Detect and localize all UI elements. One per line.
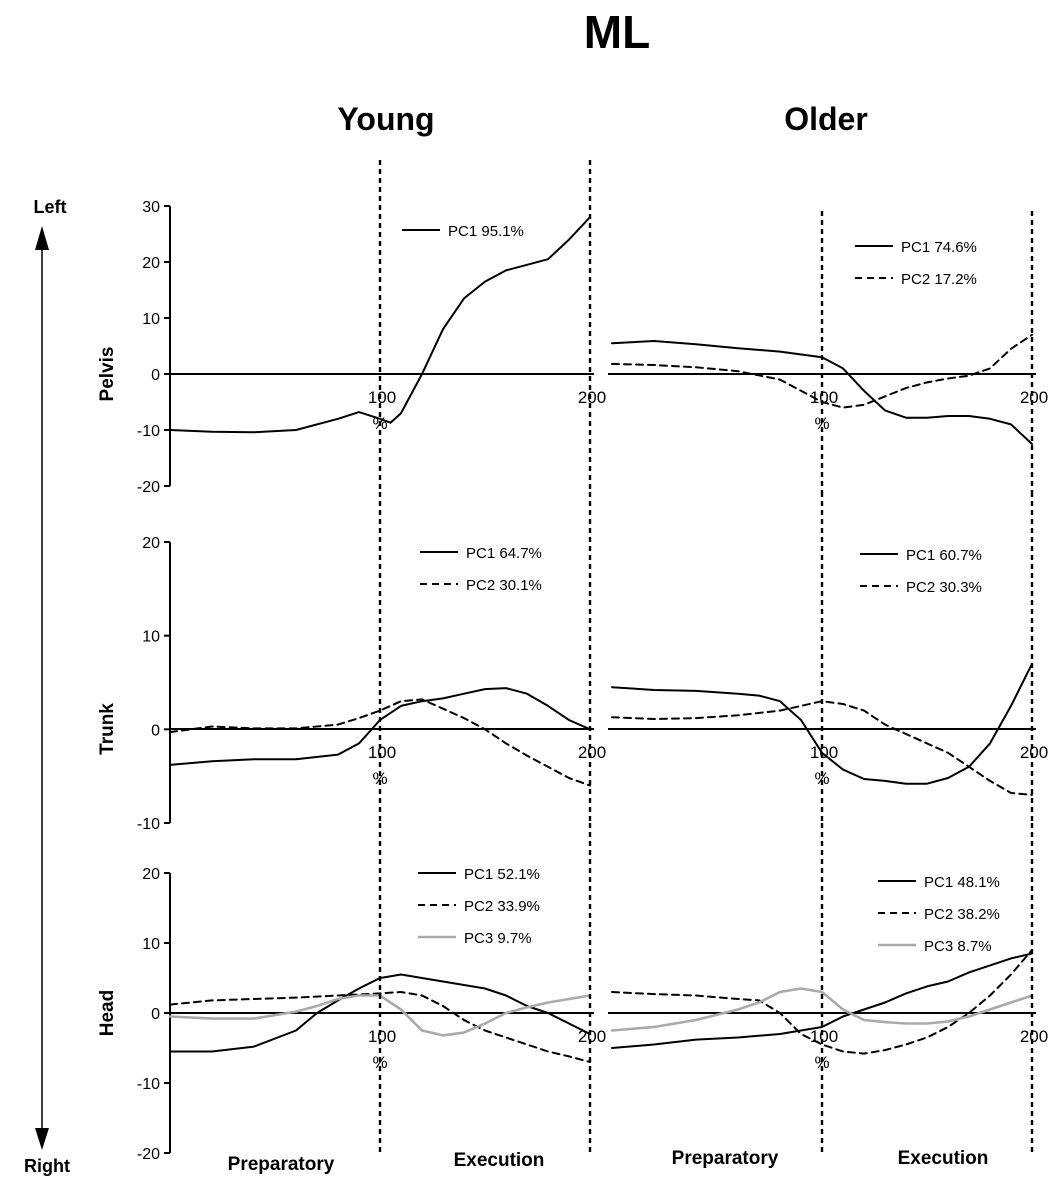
y-tick-label: 10 (142, 311, 160, 328)
direction-arrow (35, 226, 49, 1150)
y-tick-label: 20 (142, 535, 160, 552)
direction-left-label: Left (34, 197, 67, 217)
legend-label-pc2-30-1: PC2 30.1% (466, 577, 542, 594)
x-unit-label: % (814, 1053, 829, 1072)
legend-label-pc2-38-2: PC2 38.2% (924, 906, 1000, 923)
y-tick-label: -10 (137, 423, 160, 440)
series-line-pc1-48-1 (611, 952, 1033, 1049)
direction-right-label: Right (24, 1156, 70, 1176)
y-tick-label: 20 (142, 255, 160, 272)
panel-trunk-young: -10 0 10 20 Trunk 100% 200 PC1 64.7% PC2 30.1% (97, 492, 606, 833)
series-line-pc2-17-2 (611, 333, 1033, 409)
y-tick-label: 10 (142, 936, 160, 953)
panel-trunk-older: 100% 200 PC1 60.7% PC2 30.3% (608, 492, 1048, 823)
y-tick-label: -10 (137, 816, 160, 833)
phase-label-execution-older: Execution (898, 1148, 989, 1169)
y-tick-label: -20 (137, 1146, 160, 1163)
y-tick-label: 0 (151, 1006, 160, 1023)
x-tick-label: 100 (368, 388, 396, 407)
x-unit-label: % (372, 1053, 387, 1072)
x-tick-label: 200 (578, 388, 606, 407)
series-line-pc2-30-3 (611, 700, 1033, 796)
series-line-pc1-64-7 (169, 687, 591, 766)
x-unit-label: % (814, 414, 829, 433)
y-tick-label: 30 (142, 199, 160, 216)
legend-label-pc1-52-1: PC1 52.1% (464, 866, 540, 883)
legend-label-pc1-48-1: PC1 48.1% (924, 874, 1000, 891)
x-tick-label: 100 (368, 1027, 396, 1046)
series-line-pc2-38-2 (611, 949, 1033, 1055)
y-tick-label: -10 (137, 1076, 160, 1093)
series-line-pc1-95-1 (169, 216, 591, 434)
x-unit-label: % (372, 769, 387, 788)
x-tick-label: 100 (368, 743, 396, 762)
x-tick-label: 200 (1020, 743, 1048, 762)
panel-pelvis-older: 100% 200 PC1 74.6% PC2 17.2% (608, 211, 1048, 492)
x-tick-label: 100 (810, 743, 838, 762)
x-tick-label: 200 (1020, 1027, 1048, 1046)
x-tick-label: 200 (1020, 388, 1048, 407)
series-line-pc1-60-7 (611, 662, 1033, 785)
series-line-pc3-8-7 (610, 987, 1034, 1032)
x-tick-label: 200 (578, 743, 606, 762)
figure-title: ML (584, 6, 650, 58)
legend-label-pc1-60-7: PC1 60.7% (906, 547, 982, 564)
x-tick-label: 100 (810, 388, 838, 407)
column-title-older: Older (784, 101, 868, 137)
panel-head-older: 100% 200 PC1 48.1% PC2 38.2% PC3 8.7% (608, 823, 1048, 1155)
series-line-pc2-30-1 (169, 698, 591, 787)
y-axis-label-head: Head (97, 990, 118, 1036)
y-tick-label: 10 (142, 629, 160, 646)
legend-label-pc2-30-3: PC2 30.3% (906, 579, 982, 596)
legend-label-pc1-74-6: PC1 74.6% (901, 239, 977, 256)
phase-label-preparatory-young: Preparatory (228, 1154, 335, 1175)
phase-label-execution-young: Execution (454, 1150, 545, 1171)
y-tick-label: 20 (142, 866, 160, 883)
series-line-pc3-9-7 (168, 994, 592, 1037)
legend-label-pc2-33-9: PC2 33.9% (464, 898, 540, 915)
legend-label-pc3-8-7: PC3 8.7% (924, 938, 992, 955)
legend-label-pc1-95-1: PC1 95.1% (448, 223, 524, 240)
y-tick-label: -20 (137, 479, 160, 496)
x-unit-label: % (814, 769, 829, 788)
series-line-pc2-33-9 (169, 991, 591, 1063)
legend-label-pc2-17-2: PC2 17.2% (901, 271, 977, 288)
y-axis-label-pelvis: Pelvis (97, 347, 118, 402)
column-title-young: Young (337, 101, 434, 137)
legend-label-pc1-64-7: PC1 64.7% (466, 545, 542, 562)
legend-label-pc3-9-7: PC3 9.7% (464, 930, 532, 947)
y-tick-label: 0 (151, 722, 160, 739)
y-axis-label-trunk: Trunk (97, 703, 118, 755)
x-tick-label: 100 (810, 1027, 838, 1046)
phase-label-preparatory-older: Preparatory (672, 1148, 779, 1169)
y-tick-label: 0 (151, 367, 160, 384)
